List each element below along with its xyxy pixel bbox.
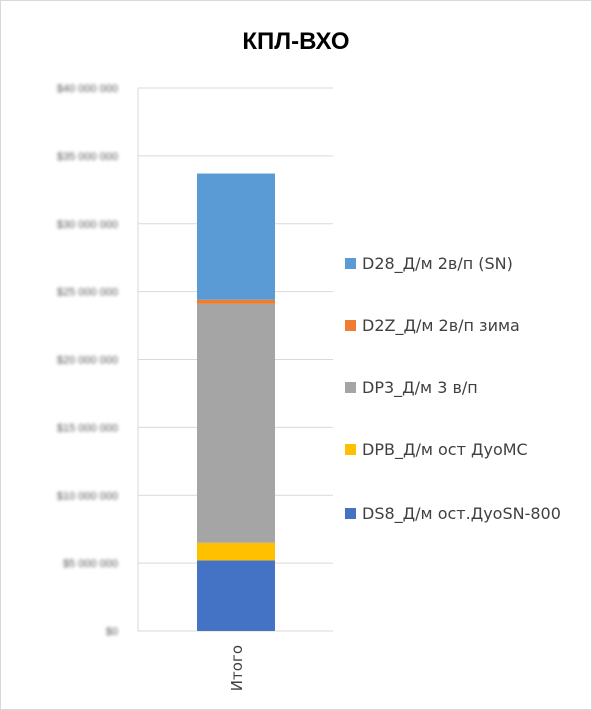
bar-segment-d2z-2- bbox=[197, 299, 275, 304]
bar-segment-dp3-3- bbox=[197, 303, 275, 543]
bar-segment-d28-2-sn- bbox=[197, 173, 275, 300]
y-tick-label: $35 000 000 bbox=[57, 151, 118, 163]
y-tick-label: $40 000 000 bbox=[57, 83, 118, 95]
x-category-labels: Итого bbox=[228, 645, 246, 691]
y-tick-label: $0 bbox=[106, 626, 118, 638]
y-tick-label: $30 000 000 bbox=[57, 219, 118, 231]
legend-item: DP3_Д/м 3 в/п bbox=[345, 378, 478, 397]
legend-label: D2Z_Д/м 2в/п зима bbox=[362, 316, 520, 335]
y-tick-label: $5 000 000 bbox=[63, 558, 118, 570]
y-tick-label: $10 000 000 bbox=[57, 490, 118, 502]
legend-swatch bbox=[345, 382, 356, 393]
stacked-bar bbox=[197, 173, 275, 631]
legend-item: DPB_Д/м ост ДуоМС bbox=[345, 440, 528, 459]
bar-segment-ds8-sn-800 bbox=[197, 560, 275, 631]
chart-title: КПЛ-ВХО bbox=[242, 28, 350, 55]
legend-swatch bbox=[345, 444, 356, 455]
bar-segment-dpb- bbox=[197, 542, 275, 561]
legend-swatch bbox=[345, 508, 356, 519]
legend-item: D28_Д/м 2в/п (SN) bbox=[345, 254, 513, 273]
y-tick-label: $20 000 000 bbox=[57, 355, 118, 367]
legend-item: DS8_Д/м ост.ДуоSN-800 bbox=[345, 504, 561, 523]
y-tick-labels: $0 $5 000 000 $10 000 000 $15 000 000 $20 00… bbox=[57, 83, 118, 638]
legend-label: DP3_Д/м 3 в/п bbox=[362, 378, 478, 397]
legend-label: DS8_Д/м ост.ДуоSN-800 bbox=[362, 504, 561, 523]
legend-label: D28_Д/м 2в/п (SN) bbox=[362, 254, 513, 273]
y-tick-label: $25 000 000 bbox=[57, 287, 118, 299]
x-category-label: Итого bbox=[228, 645, 246, 691]
legend-label: DPB_Д/м ост ДуоМС bbox=[362, 440, 528, 459]
legend-swatch bbox=[345, 258, 356, 269]
y-tick-label: $15 000 000 bbox=[57, 422, 118, 434]
legend-item: D2Z_Д/м 2в/п зима bbox=[345, 316, 520, 335]
legend-swatch bbox=[345, 320, 356, 331]
